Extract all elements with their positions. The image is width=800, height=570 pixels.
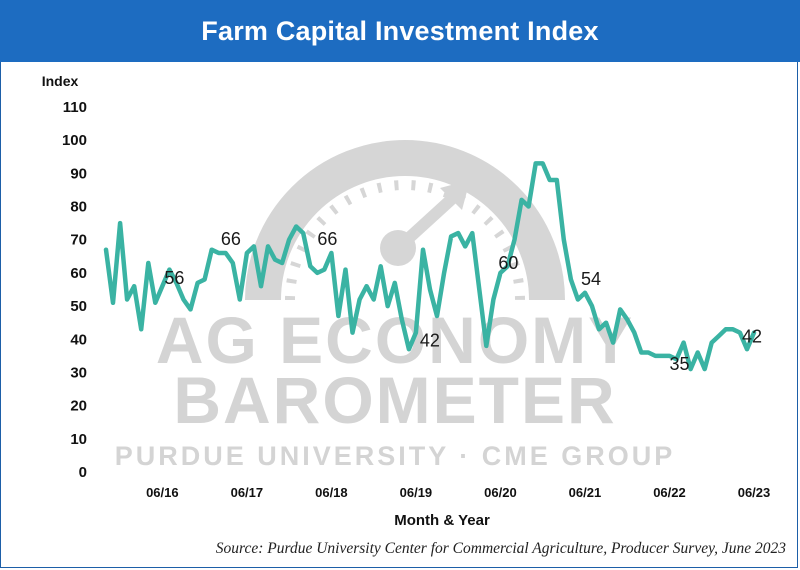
x-tick-label: 06/22 (653, 485, 686, 500)
y-tick-label: 90 (70, 165, 87, 182)
y-tick-label: 10 (70, 431, 87, 448)
x-tick-label: 06/16 (146, 485, 179, 500)
y-tick-label: 40 (70, 331, 87, 348)
watermark-gauge-ticks (285, 180, 525, 301)
y-tick-label: 110 (63, 99, 87, 116)
y-tick-label: 60 (70, 265, 87, 282)
watermark: AG ECONOMY BAROMETER PURDUE UNIVERSITY ·… (115, 140, 676, 471)
data-label: 54 (581, 269, 601, 289)
watermark-gauge-arc (245, 140, 565, 301)
x-tick-label: 06/20 (484, 485, 517, 500)
x-tick-label: 06/21 (569, 485, 602, 500)
data-label: 42 (420, 331, 440, 351)
data-label: 35 (669, 354, 689, 374)
y-tick-label: 30 (70, 364, 87, 381)
y-tick-label: 0 (79, 464, 87, 481)
data-label: 60 (498, 253, 518, 273)
x-tick-label: 06/19 (400, 485, 433, 500)
data-label: 66 (317, 229, 337, 249)
watermark-line-3: PURDUE UNIVERSITY · CME GROUP (115, 441, 676, 471)
watermark-line-1: AG ECONOMY (156, 303, 634, 377)
series-line (103, 161, 757, 372)
series-layer (103, 161, 757, 372)
data-label: 66 (221, 229, 241, 249)
title-bar: Farm Capital Investment Index (0, 0, 800, 62)
y-tick-label: 50 (70, 298, 87, 315)
y-tick-label: 100 (62, 132, 87, 149)
source-note: Source: Purdue University Center for Com… (215, 540, 786, 557)
y-tick-label: 80 (70, 199, 87, 216)
y-tick-label: 20 (70, 398, 87, 415)
watermark-gauge-hub (380, 230, 416, 266)
watermark-line-2: BAROMETER (173, 363, 616, 437)
chart-title: Farm Capital Investment Index (201, 15, 599, 46)
data-label-layer: 56 66 66 42 60 54 35 42 (164, 229, 762, 374)
x-axis-title: Month & Year (394, 512, 490, 529)
y-axis-title: Index (42, 73, 79, 89)
data-label: 56 (164, 268, 184, 288)
x-tick-label: 06/18 (315, 485, 348, 500)
x-tick-label: 06/17 (231, 485, 264, 500)
y-axis-ticks: 0 10 20 30 40 50 60 70 80 90 100 110 (62, 99, 87, 481)
y-tick-label: 70 (70, 232, 87, 249)
x-axis-ticks: 06/16 06/17 06/18 06/19 06/20 06/21 06/22 06/23 (146, 485, 770, 500)
x-tick-label: 06/23 (738, 485, 771, 500)
data-label: 42 (742, 327, 762, 347)
watermark-gauge-arrowhead (440, 180, 470, 210)
